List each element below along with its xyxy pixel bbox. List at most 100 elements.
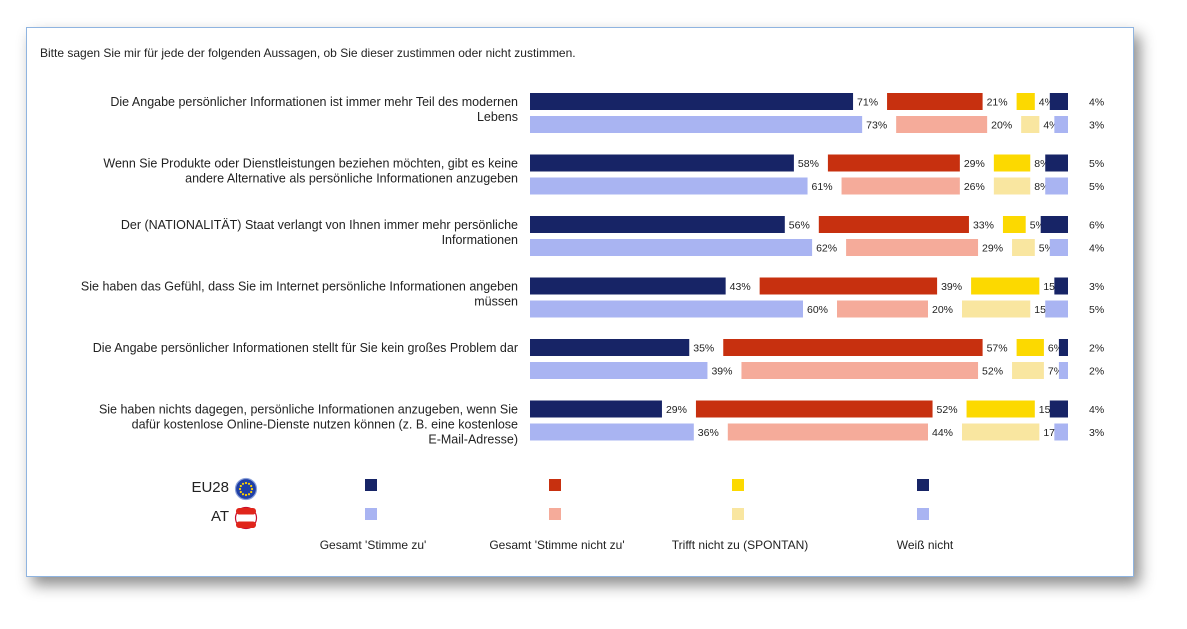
data-label: 3% (1089, 120, 1104, 132)
bar-eu28-seg4 (1049, 400, 1068, 418)
bar-eu28-seg3 (993, 154, 1031, 172)
eu-flag-star (250, 484, 253, 488)
data-label: 61% (812, 181, 833, 193)
bar-at-seg1 (530, 177, 808, 195)
bar-at-seg1 (530, 300, 803, 318)
data-label: 29% (666, 404, 687, 416)
question-text: Bitte sagen Sie mir für jede der folgend… (40, 46, 576, 60)
data-label: 5% (1089, 181, 1104, 193)
bar-eu28-seg2 (887, 93, 983, 110)
bar-at-seg3 (962, 300, 1031, 318)
data-label: 39% (941, 281, 962, 293)
legend-swatch-at (365, 508, 377, 520)
data-label: 52% (982, 366, 1003, 378)
category-label: Lebens (477, 110, 518, 124)
legend-swatch-at (917, 508, 929, 520)
category-label: andere Alternative als persönliche Infor… (185, 172, 518, 186)
bar-at-seg2 (741, 362, 979, 379)
data-label: 6% (1089, 220, 1104, 232)
bar-at-seg2 (846, 239, 979, 256)
bar-at-seg3 (993, 177, 1031, 195)
category-label: Die Angabe persönlicher Informationen is… (110, 95, 518, 109)
bar-eu28-seg1 (530, 93, 854, 110)
data-label: 36% (698, 427, 719, 439)
legend-swatch-eu28 (365, 479, 377, 491)
data-label: 62% (816, 243, 837, 255)
bar-eu28-seg1 (530, 400, 662, 418)
data-label: 4% (1089, 404, 1104, 416)
data-label: 21% (987, 97, 1008, 109)
data-label: 29% (982, 243, 1003, 255)
bar-at-seg4 (1045, 177, 1068, 195)
bar-at-seg3 (962, 423, 1040, 441)
eu-flag-star (247, 482, 251, 485)
data-label: 35% (693, 343, 714, 355)
bar-eu28-seg2 (723, 339, 983, 356)
bar-eu28-seg4 (1040, 216, 1068, 233)
bar-eu28-seg4 (1054, 277, 1068, 295)
data-label: 73% (866, 120, 887, 132)
category-label: Sie haben nichts dagegen, persönliche In… (99, 403, 518, 417)
austria-flag-stripe (236, 508, 256, 515)
bar-at-seg3 (1012, 239, 1035, 256)
bar-eu28-seg1 (530, 277, 726, 295)
eu-flag-star (247, 493, 251, 496)
data-label: 29% (964, 158, 985, 170)
data-label: 57% (987, 343, 1008, 355)
legend-swatch-eu28 (917, 479, 929, 491)
category-label: Wenn Sie Produkte oder Dienstleistungen … (103, 157, 518, 171)
data-label: 71% (857, 97, 878, 109)
bar-eu28-seg4 (1049, 93, 1068, 110)
legend-group-label: EU28 (191, 479, 229, 496)
legend-entry-label: Trifft nicht zu (SPONTAN) (672, 538, 808, 552)
eu-flag-star (241, 493, 245, 496)
category-label: E-Mail-Adresse) (428, 433, 518, 447)
legend-entry-label: Weiß nicht (897, 538, 954, 552)
bar-at-seg1 (530, 423, 694, 441)
data-label: 2% (1089, 343, 1104, 355)
bar-eu28-seg4 (1058, 339, 1068, 356)
eu-flag-star (238, 487, 242, 491)
data-label: 33% (973, 220, 994, 232)
bar-eu28-seg1 (530, 216, 785, 233)
data-label: 3% (1089, 427, 1104, 439)
eu-flag-star (239, 490, 242, 494)
eu-flag-star (250, 490, 253, 494)
legend-entry-label: Gesamt 'Stimme zu' (320, 538, 427, 552)
data-label: 39% (711, 366, 732, 378)
data-label: 52% (937, 404, 958, 416)
category-label: Der (NATIONALITÄT) Staat verlangt von Ih… (121, 218, 518, 232)
bar-at-seg4 (1058, 362, 1068, 379)
bar-at-seg3 (1021, 116, 1040, 133)
eu-flag-star (250, 487, 254, 491)
data-label: 60% (807, 304, 828, 316)
bar-at-seg2 (837, 300, 928, 318)
eu-flag-star (244, 481, 248, 485)
bar-at-seg4 (1054, 423, 1068, 441)
category-label: dafür kostenlose Online-Dienste nutzen k… (132, 418, 518, 432)
category-label: Sie haben das Gefühl, dass Sie im Intern… (81, 280, 518, 294)
data-label: 56% (789, 220, 810, 232)
bar-at-seg1 (530, 362, 708, 379)
bar-at-seg2 (841, 177, 960, 195)
bar-eu28-seg4 (1045, 154, 1068, 172)
bar-at-seg2 (727, 423, 928, 441)
eu-flag-star (239, 484, 242, 488)
data-label: 4% (1089, 97, 1104, 109)
eu-flag-icon (234, 477, 258, 501)
bar-eu28-seg2 (695, 400, 933, 418)
data-label: 43% (730, 281, 751, 293)
data-label: 26% (964, 181, 985, 193)
bar-eu28-seg2 (818, 216, 969, 233)
legend-swatch-eu28 (732, 479, 744, 491)
data-label: 20% (932, 304, 953, 316)
bar-at-seg1 (530, 116, 863, 133)
data-label: 2% (1089, 366, 1104, 378)
bar-eu28-seg2 (827, 154, 960, 172)
data-label: 44% (932, 427, 953, 439)
eu-flag-star (244, 493, 248, 497)
data-label: 3% (1089, 281, 1104, 293)
data-label: 5% (1089, 158, 1104, 170)
austria-flag-stripe (236, 521, 256, 528)
